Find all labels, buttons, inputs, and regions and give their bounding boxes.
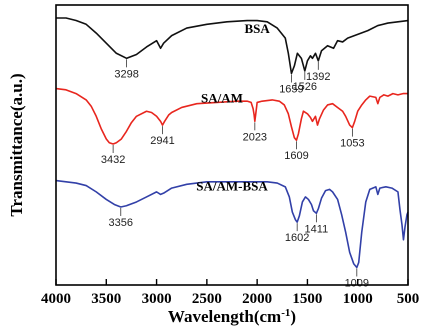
x-tick-label: 2500 [192,291,222,307]
series-label-2: SA/AM-BSA [196,179,268,194]
peak-label: 3356 [109,217,133,229]
x-tick-label: 2000 [242,291,272,307]
x-axis-title: Wavelength(cm-1) [168,307,296,326]
peak-label: 1392 [306,71,330,83]
peak-label: 1526 [293,81,317,93]
series-line-2 [55,179,409,269]
series-label-0: BSA [244,21,270,36]
peak-label: 3298 [114,68,138,80]
x-tick-label: 3500 [91,291,121,307]
peak-label: 2941 [150,135,174,147]
x-axis-title-superscript: -1 [281,307,290,319]
series-line-0 [56,17,409,75]
peak-label: 1411 [305,223,329,235]
x-axis-ticks: 4000 3500 3000 2500 2000 1500 1000 500 [41,279,419,307]
peak-label: 1609 [284,150,308,162]
peak-label: 1053 [340,138,364,150]
x-tick-label: 500 [397,291,420,307]
series-layer [55,17,409,269]
x-tick-label: 4000 [41,291,71,307]
y-axis-title: Transmittance(a.u.) [7,73,26,216]
peak-label: 1602 [285,232,309,244]
peak-label: 3432 [101,154,125,166]
series-label-1: SA/AM [201,90,243,105]
x-tick-label: 1500 [292,291,322,307]
series-line-1 [55,87,408,145]
x-tick-label: 1000 [343,291,373,307]
peak-label: 1009 [345,277,369,289]
plot-frame [55,4,409,286]
x-axis-title-suffix: ) [290,307,296,326]
x-axis-title-main: Wavelength(cm [168,307,281,326]
x-tick-label: 3000 [142,291,172,307]
peak-label: 2023 [243,131,267,143]
peak-label: 1659 [279,83,303,95]
